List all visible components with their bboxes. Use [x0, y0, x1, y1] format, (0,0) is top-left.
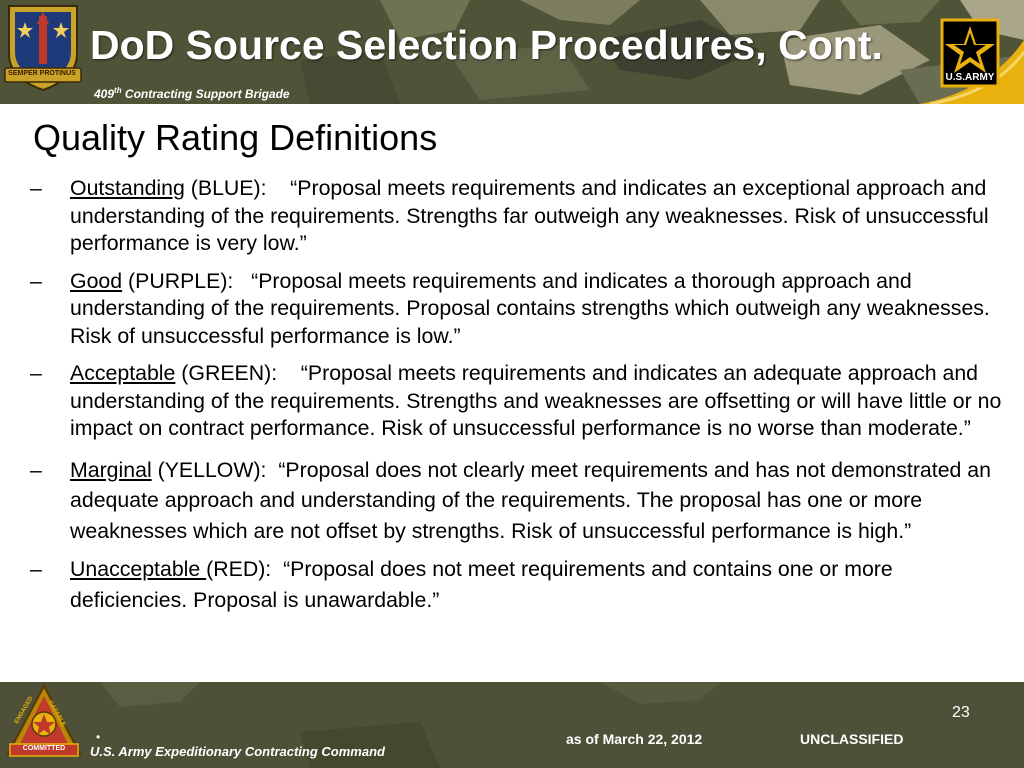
brigade-number: 409 — [94, 87, 115, 101]
bullet-dash: – — [30, 457, 42, 482]
rating-color-label: (YELLOW): — [151, 457, 267, 482]
army-star-icon — [940, 18, 1000, 88]
rating-term: Marginal — [70, 457, 152, 482]
crest-motto: SEMPER PROTINUS — [8, 70, 76, 77]
bullet-dash: – — [30, 176, 42, 200]
rating-term: Unacceptable — [70, 557, 207, 581]
rating-color-label: (PURPLE): — [122, 268, 234, 293]
classification-label: UNCLASSIFIED — [800, 731, 904, 747]
rating-term: Good — [70, 268, 123, 293]
rating-definition: “Proposal meets requirements and indicat… — [70, 268, 990, 348]
camouflage-pattern — [0, 0, 1024, 104]
rating-definitions-list: – Outstanding (BLUE): “Proposal meets re… — [30, 175, 1010, 615]
slide-title: DoD Source Selection Procedures, Cont. — [90, 22, 883, 68]
section-heading: Quality Rating Definitions — [33, 117, 438, 158]
brigade-name: Contracting Support Brigade — [121, 87, 290, 101]
bullet-dash: – — [30, 557, 42, 581]
footer-organization: U.S. Army Expeditionary Contracting Comm… — [90, 744, 385, 759]
bullet-dash: – — [30, 361, 42, 385]
rating-item-marginal: – Marginal (YELLOW): “Proposal does not … — [30, 455, 1010, 547]
rating-definition: “Proposal meets requirements and indicat… — [70, 361, 1002, 440]
bullet-dash: – — [30, 268, 42, 293]
rating-color-label: (BLUE): — [184, 176, 267, 200]
unit-crest-icon — [4, 5, 82, 92]
brigade-subtitle: 409th Contracting Support Brigade — [94, 86, 290, 101]
rating-color-label: (GREEN): — [175, 361, 278, 385]
page-number: 23 — [952, 704, 970, 721]
ecc-crest-icon — [6, 684, 82, 757]
rating-item-unacceptable: – Unacceptable (RED): “Proposal does not… — [30, 554, 1010, 615]
rating-item-acceptable: – Acceptable (GREEN): “Proposal meets re… — [30, 360, 1010, 443]
army-logo-text: U.S.ARMY — [945, 72, 995, 83]
camouflage-pattern — [0, 682, 1024, 768]
rating-term: Outstanding — [70, 176, 185, 200]
brigade-ordinal-suffix: th — [114, 86, 122, 95]
ecc-crest-text-committed: COMMITTED — [22, 745, 66, 752]
rating-definition: “Proposal does not meet requirements and… — [70, 557, 893, 612]
rating-definition: “Proposal meets requirements and indicat… — [70, 176, 989, 255]
rating-definition: “Proposal does not clearly meet requirem… — [70, 457, 991, 543]
footer-bullet: • — [96, 730, 101, 744]
rating-color-label: (RED): — [206, 557, 272, 581]
rating-term: Acceptable — [70, 361, 176, 385]
slide-header: SEMPER PROTINUS DoD Source Selection Pro… — [0, 0, 1024, 104]
as-of-date: as of March 22, 2012 — [566, 731, 703, 747]
rating-item-outstanding: – Outstanding (BLUE): “Proposal meets re… — [30, 175, 1010, 258]
slide-footer: ENGAGED CAPABLE COMMITTED • U.S. Army Ex… — [0, 682, 1024, 768]
rating-item-good: – Good (PURPLE): “Proposal meets require… — [30, 268, 1010, 351]
